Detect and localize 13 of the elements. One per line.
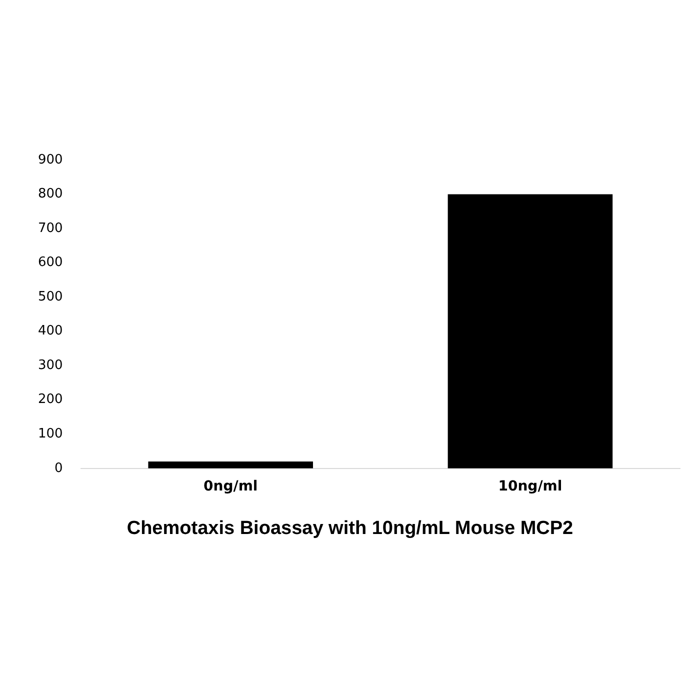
y-tick-label: 100 [38, 426, 63, 442]
y-tick-label: 800 [38, 186, 63, 202]
x-tick-label: 0ng/ml [203, 478, 258, 494]
y-tick-label: 200 [38, 392, 63, 408]
y-tick-label: 400 [38, 324, 63, 339]
y-tick-label: 0 [54, 460, 63, 476]
y-tick-label: 600 [38, 255, 63, 270]
text: Chemotaxis Bioassay with 10ng/mL Mouse MCP2 [126, 518, 574, 539]
y-tick-label: 900 [38, 152, 63, 168]
y-tick-label: 500 [38, 289, 63, 304]
y-tick-label: 700 [38, 220, 63, 236]
y-tick-label: 300 [38, 358, 63, 373]
x-tick-label: 10ng/ml [498, 478, 562, 494]
